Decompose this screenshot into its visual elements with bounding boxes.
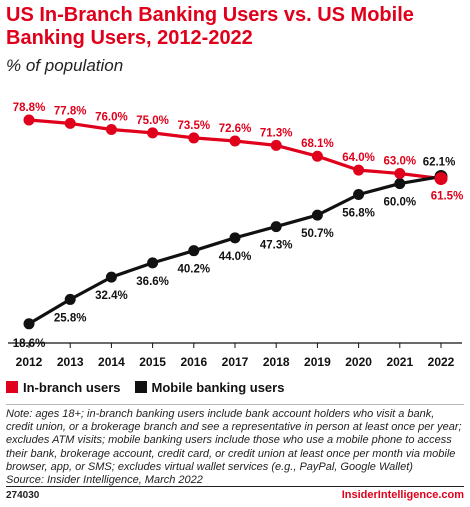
point-mobile-2017 xyxy=(229,232,241,244)
data-label-in-branch-2019: 68.1% xyxy=(301,138,334,150)
x-tick-label-2021: 2021 xyxy=(386,355,413,369)
source-text: Source: Insider Intelligence, March 2022 xyxy=(6,474,203,487)
point-mobile-2012 xyxy=(23,318,35,330)
point-in-branch-2020 xyxy=(353,164,365,176)
data-label-mobile-2016: 40.2% xyxy=(177,264,210,276)
point-mobile-2015 xyxy=(147,257,159,269)
legend-label-mobile: Mobile banking users xyxy=(151,379,285,395)
point-in-branch-2014 xyxy=(105,123,117,135)
point-in-branch-2015 xyxy=(147,127,159,139)
data-label-mobile-2020: 56.8% xyxy=(342,207,375,219)
point-in-branch-2018 xyxy=(270,139,282,151)
point-mobile-2013 xyxy=(64,293,76,305)
point-mobile-2021 xyxy=(394,178,406,190)
point-mobile-2018 xyxy=(270,221,282,233)
data-label-mobile-2014: 32.4% xyxy=(95,290,128,302)
data-label-in-branch-2016: 73.5% xyxy=(177,120,210,132)
legend-swatch-mobile xyxy=(134,381,147,393)
data-label-in-branch-2018: 71.3% xyxy=(260,127,293,139)
x-tick-label-2014: 2014 xyxy=(98,355,125,369)
x-tick-label-2018: 2018 xyxy=(263,355,290,369)
data-label-mobile-2022: 62.1% xyxy=(423,157,456,169)
chart-id: 274030 xyxy=(6,490,40,501)
x-tick-label-2017: 2017 xyxy=(222,355,249,369)
legend-item-in-branch: In-branch users xyxy=(6,380,121,395)
point-mobile-2016 xyxy=(188,245,200,257)
legend-item-mobile: Mobile banking users xyxy=(134,379,285,395)
point-in-branch-2012 xyxy=(23,114,35,126)
data-label-in-branch-2014: 76.0% xyxy=(95,111,128,123)
data-label-in-branch-2012: 78.8% xyxy=(13,102,46,114)
point-mobile-2014 xyxy=(105,271,117,283)
x-tick-label-2022: 2022 xyxy=(428,355,455,369)
data-label-in-branch-2017: 72.6% xyxy=(219,123,252,135)
x-tick-label-2020: 2020 xyxy=(345,355,372,369)
x-tick-label-2013: 2013 xyxy=(57,355,84,369)
point-in-branch-2022 xyxy=(434,172,448,186)
data-label-mobile-2013: 25.8% xyxy=(54,312,87,324)
data-label-mobile-2021: 60.0% xyxy=(383,197,416,209)
chart-title: US In-Branch Banking Users vs. US Mobile… xyxy=(6,4,414,49)
point-in-branch-2017 xyxy=(229,135,241,147)
chart-subtitle: % of population xyxy=(6,56,124,75)
point-mobile-2019 xyxy=(311,209,323,221)
data-label-in-branch-2020: 64.0% xyxy=(342,152,375,164)
note-divider xyxy=(6,404,464,405)
x-tick-label-2016: 2016 xyxy=(180,355,207,369)
data-label-in-branch-2022: 61.5% xyxy=(431,191,464,203)
x-tick-label-2015: 2015 xyxy=(139,355,166,369)
x-tick-label-2012: 2012 xyxy=(16,355,43,369)
data-label-mobile-2015: 36.6% xyxy=(136,276,169,288)
footer-divider xyxy=(6,486,464,487)
data-label-mobile-2017: 44.0% xyxy=(219,251,252,263)
legend-swatch-in-branch xyxy=(6,381,18,393)
data-label-mobile-2018: 47.3% xyxy=(260,240,293,252)
chart-note: Note: ages 18+; in-branch banking users … xyxy=(6,408,464,487)
point-in-branch-2019 xyxy=(311,150,323,162)
point-in-branch-2016 xyxy=(188,132,200,144)
point-mobile-2020 xyxy=(353,188,365,200)
point-in-branch-2013 xyxy=(64,117,76,129)
x-tick-label-2019: 2019 xyxy=(304,355,331,369)
data-label-in-branch-2013: 77.8% xyxy=(54,105,87,117)
line-chart: 2012 2013 2014 2015 2016 2017 2018 2019 2020 2021… xyxy=(8,102,464,369)
legend: In-branch users Mobile banking users xyxy=(6,377,298,397)
legend-label-in-branch: In-branch users xyxy=(23,379,121,395)
data-label-mobile-2019: 50.7% xyxy=(301,228,334,240)
data-label-in-branch-2015: 75.0% xyxy=(136,115,169,127)
point-in-branch-2021 xyxy=(394,167,406,179)
data-label-in-branch-2021: 63.0% xyxy=(383,155,416,167)
brand-link[interactable]: InsiderIntelligence.com xyxy=(341,489,464,501)
data-label-mobile-2012: 18.6% xyxy=(13,338,46,350)
note-text: Note: ages 18+; in-branch banking users … xyxy=(6,408,462,473)
